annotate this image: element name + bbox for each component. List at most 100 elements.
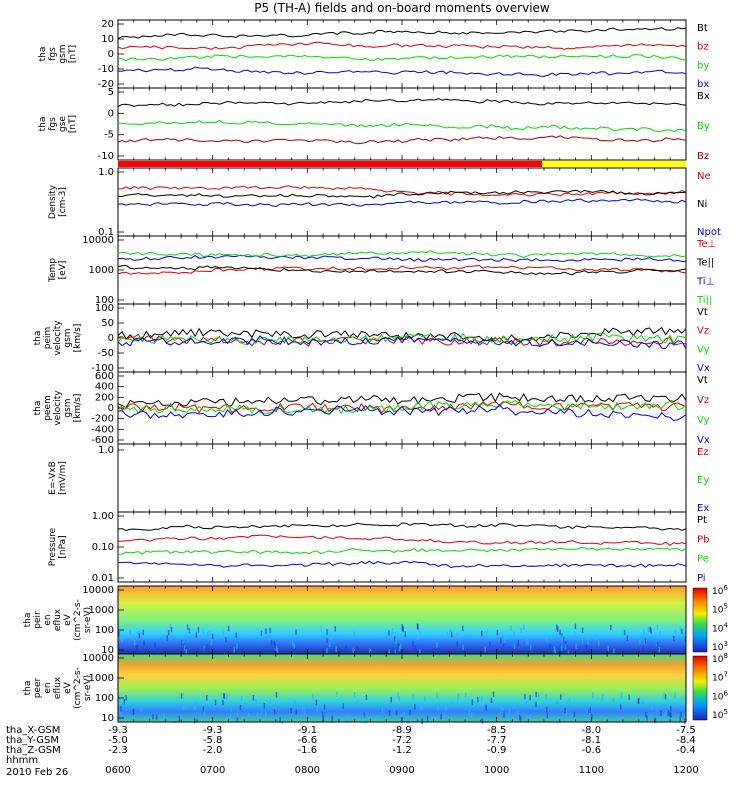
series-bz — [117, 41, 687, 50]
y-tick-label: 1.0 — [98, 167, 114, 178]
spectrogram — [118, 586, 686, 654]
y-axis-label: tha — [38, 47, 48, 62]
y-tick-label: 10 — [101, 713, 114, 724]
y-axis-label: [nPa] — [58, 535, 68, 558]
colorbar-label: 105 — [712, 603, 728, 616]
y-tick-label: 50 — [101, 318, 114, 329]
y-axis-label: tha — [38, 117, 48, 132]
x-tick-label: 1200 — [673, 765, 698, 776]
series-Bz — [117, 135, 687, 145]
y-axis-label: gsm — [63, 398, 73, 417]
y-axis-label: en — [43, 682, 53, 693]
y-tick-label: 10000 — [82, 585, 114, 596]
y-tick-label: 100 — [95, 303, 114, 314]
colorbar-label: 106 — [712, 584, 728, 597]
legend-Vz: Vz — [697, 326, 709, 337]
legend-Ex: Ex — [697, 503, 709, 514]
y-axis-label: sr-eV) — [83, 607, 93, 633]
y-tick-label: 100 — [95, 693, 114, 704]
panel-frame — [117, 235, 687, 305]
y-tick-label: 10000 — [82, 653, 114, 664]
y-axis-label: [nT] — [68, 45, 78, 63]
legend-Bx: Bx — [697, 91, 710, 102]
legend-Bt: Bt — [697, 23, 708, 34]
series-Pb — [117, 534, 687, 546]
legend-Ti||: Ti|| — [696, 295, 712, 306]
series-Vy — [117, 399, 687, 415]
y-tick-label: 1000 — [89, 673, 114, 684]
y-tick-label: 1000 — [89, 265, 114, 276]
series-Vx — [117, 404, 687, 422]
legend-Vt: Vt — [697, 307, 708, 318]
y-axis-label: gsm — [63, 328, 73, 347]
legend-Vz: Vz — [697, 395, 709, 406]
series-Vt — [117, 392, 687, 409]
legend-Ez: Ez — [697, 447, 709, 458]
date-label: 2010 Feb 26 — [6, 767, 68, 778]
panel-frame — [117, 87, 687, 161]
y-axis-label: Temp — [48, 258, 58, 283]
ephemeris-value: -9.3 — [108, 725, 128, 736]
series-Bt — [117, 27, 687, 40]
series-By — [117, 119, 687, 133]
panel-peim-velocity: 100 50 0 -50 -100 tha peim velocity gsm [km/s] Vt V… — [33, 303, 710, 374]
y-tick-label: 100 — [95, 295, 114, 306]
y-tick-label: 1.0 — [98, 445, 114, 456]
y-axis-label: peir — [33, 611, 43, 629]
series-Ti⊥ — [117, 254, 687, 263]
colorbar-label: 107 — [712, 671, 728, 684]
panel-fgs-gsm: 20 10 0 -10 -20 tha fgs gsm [nT] Bt bz by bx — [38, 19, 709, 90]
series-Pe — [117, 547, 687, 555]
y-tick-label: 0 — [108, 403, 114, 414]
legend-Pt: Pt — [697, 515, 707, 526]
legend-Bz: Bz — [697, 151, 709, 162]
legend-By: By — [697, 121, 710, 132]
colorbar — [692, 587, 708, 653]
ephemeris-value: -7.7 — [487, 735, 507, 746]
legend-Ti⊥: Ti⊥ — [696, 276, 714, 287]
y-tick-label: 0 — [108, 108, 114, 119]
series-Bx — [117, 98, 687, 107]
legend-Vx: Vx — [697, 363, 710, 374]
ephemeris-value: -5.8 — [203, 735, 223, 746]
panel-peer-eflux: 108 107 106 105 10000 1000 100 10 tha peer en eflux… — [23, 652, 728, 724]
series-Ne — [117, 185, 687, 197]
series-Te|| — [117, 264, 687, 276]
y-axis-label: sr-eV) — [83, 675, 93, 701]
y-axis-label: fgs — [48, 117, 58, 131]
spectrogram — [118, 654, 686, 722]
y-axis-label: eV — [63, 613, 73, 626]
state-bar-yellow — [542, 161, 686, 167]
y-axis-label: tha — [23, 681, 33, 696]
panel-efield: 1.0 E=-VxB [mV/m] Ez Ey Ex — [48, 443, 709, 514]
y-tick-label: 10 — [101, 645, 114, 656]
y-axis-label: Pressure — [48, 527, 58, 566]
y-tick-label: 10000 — [82, 235, 114, 246]
legend-Ni: Ni — [697, 199, 707, 210]
ephemeris-value: -7.5 — [676, 725, 696, 736]
colorbar-label: 104 — [712, 621, 728, 634]
y-tick-label: -50 — [98, 348, 114, 359]
series-Vt — [117, 326, 687, 343]
y-tick-label: 0.1 — [98, 227, 114, 238]
legend-bz: bz — [697, 42, 709, 53]
panel-frame — [117, 443, 687, 513]
y-tick-label: -10 — [98, 64, 114, 75]
y-axis-label: eflux — [53, 676, 63, 699]
y-tick-label: -200 — [91, 414, 114, 425]
y-tick-label: 400 — [95, 382, 114, 393]
legend-Pi: Pi — [697, 573, 706, 584]
legend-Pb: Pb — [697, 534, 709, 545]
ephemeris-value: -0.6 — [582, 745, 602, 756]
y-tick-label: -5 — [104, 130, 114, 141]
y-tick-label: 0 — [108, 333, 114, 344]
ephemeris-label: hhmm — [6, 755, 38, 766]
y-tick-label: 0 — [108, 49, 114, 60]
x-tick-label: 0800 — [295, 765, 320, 776]
series-Pi — [117, 560, 687, 569]
colorbar-label: 106 — [712, 689, 728, 702]
y-axis-label: Density — [48, 184, 58, 219]
y-tick-label: 5 — [108, 87, 114, 98]
